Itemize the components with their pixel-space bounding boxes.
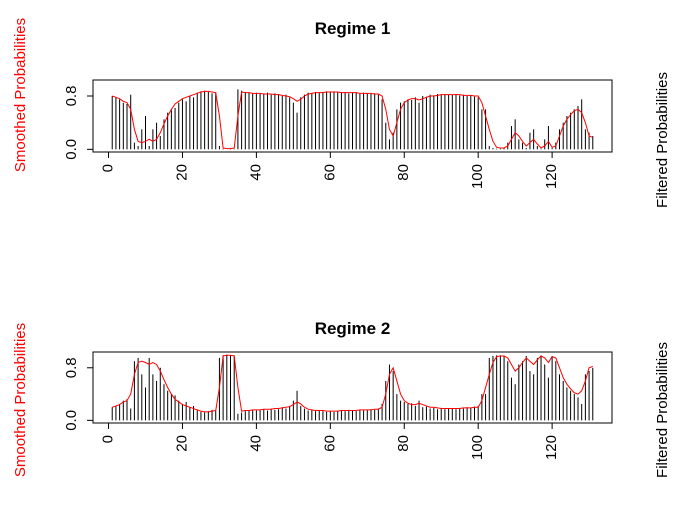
panel-title: Regime 2 bbox=[315, 319, 391, 338]
plot-frame bbox=[92, 79, 613, 153]
x-tick-label: 80 bbox=[395, 435, 412, 452]
y-tick-label: 0.8 bbox=[63, 357, 80, 378]
x-tick-label: 40 bbox=[247, 164, 264, 181]
x-tick-label: 20 bbox=[173, 435, 190, 452]
smoothed-line bbox=[112, 90, 593, 150]
y-axis-label: Smoothed Probabilities bbox=[12, 18, 29, 172]
panel-title: Regime 1 bbox=[315, 19, 391, 38]
x-tick-label: 80 bbox=[395, 164, 412, 181]
x-tick-label: 20 bbox=[173, 164, 190, 181]
x-tick-label: 120 bbox=[543, 435, 560, 460]
x-tick-label: 100 bbox=[469, 164, 486, 189]
x-tick-label: 100 bbox=[469, 435, 486, 460]
y2-axis-label: Filtered Probabilities bbox=[654, 342, 671, 478]
x-tick-label: 120 bbox=[543, 164, 560, 189]
y-tick-label: 0.8 bbox=[63, 86, 80, 107]
x-tick-label: 0 bbox=[99, 164, 116, 172]
plot-frame bbox=[92, 351, 613, 424]
y-tick-label: 0.0 bbox=[63, 139, 80, 160]
y2-axis-label: Filtered Probabilities bbox=[654, 72, 671, 208]
x-tick-label: 40 bbox=[247, 435, 264, 452]
y-tick-label: 0.0 bbox=[63, 410, 80, 431]
x-tick-label: 0 bbox=[99, 435, 116, 443]
x-tick-label: 60 bbox=[321, 164, 338, 181]
x-tick-label: 60 bbox=[321, 435, 338, 452]
smoothed-line bbox=[112, 354, 593, 413]
y-axis-label: Smoothed Probabilities bbox=[12, 323, 29, 477]
